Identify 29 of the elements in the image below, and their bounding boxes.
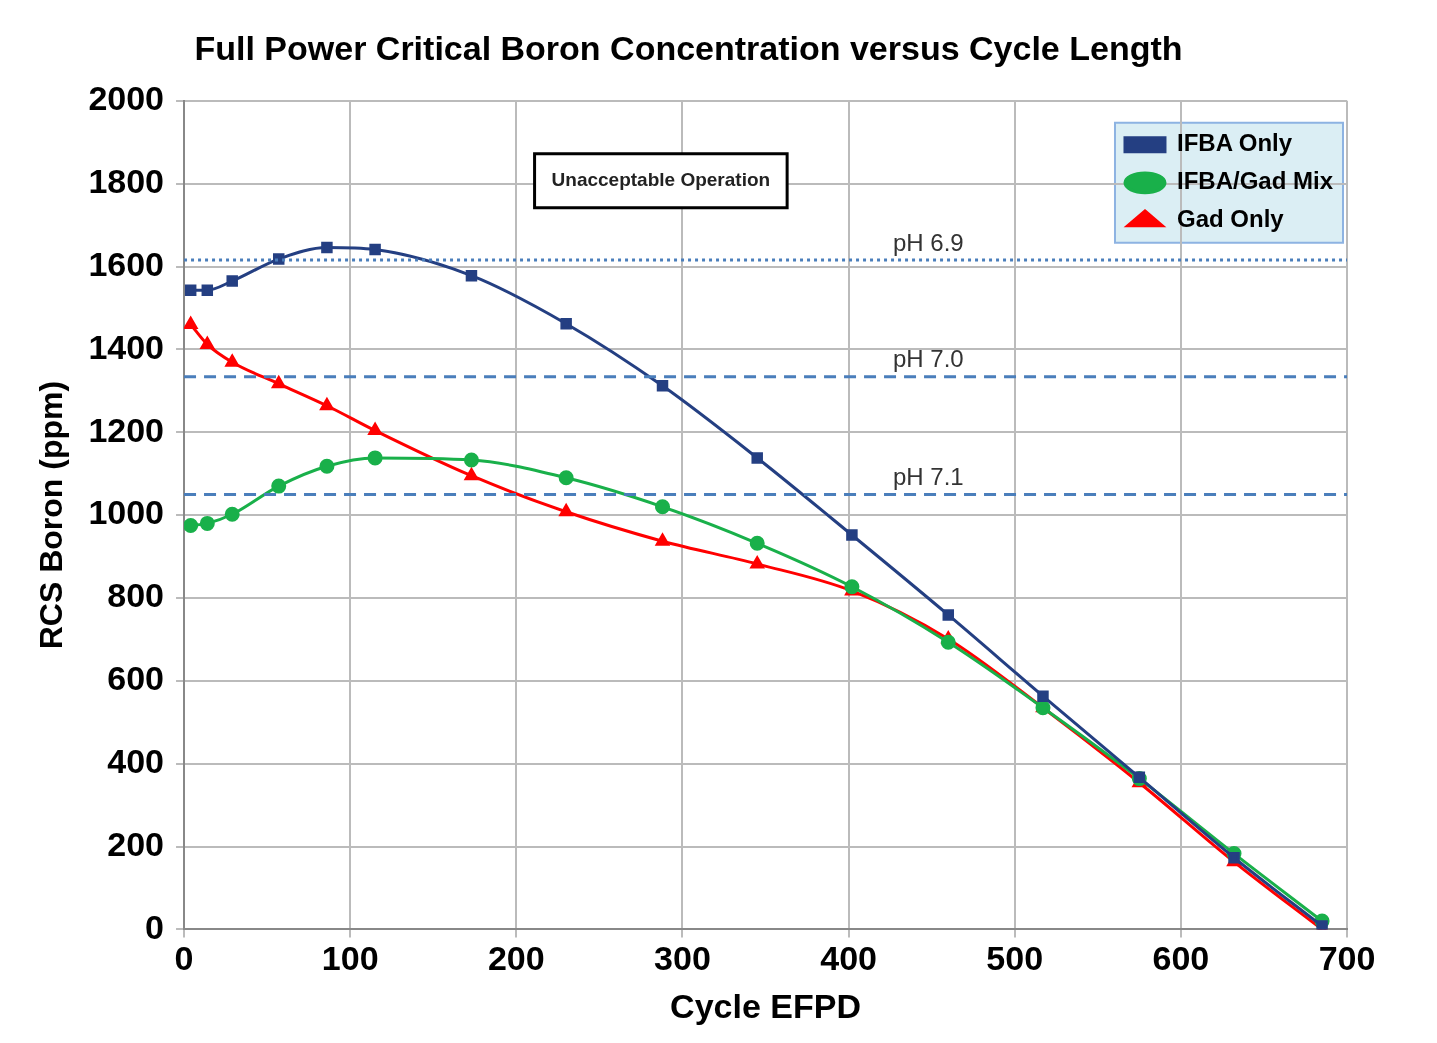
legend-label: IFBA/Gad Mix bbox=[1176, 167, 1334, 195]
y-tick-label: 200 bbox=[107, 824, 165, 863]
y-tick-label: 1800 bbox=[88, 162, 165, 201]
x-tick-label: 300 bbox=[654, 939, 711, 978]
ref-line-label: pH 7.0 bbox=[892, 345, 964, 373]
x-axis-title: Cycle EFPD bbox=[670, 986, 861, 1025]
y-tick-label: 0 bbox=[145, 907, 165, 946]
legend-label: Gad Only bbox=[1176, 205, 1285, 233]
y-tick-label: 1600 bbox=[88, 244, 165, 283]
legend-label: IFBA Only bbox=[1176, 129, 1293, 157]
x-tick-label: 400 bbox=[820, 939, 877, 978]
x-tick-label: 700 bbox=[1318, 939, 1376, 978]
y-tick-label: 600 bbox=[107, 659, 165, 698]
chart-title: Full Power Critical Boron Concentration versus Cycle Length bbox=[194, 28, 1183, 67]
x-tick-label: 200 bbox=[487, 939, 545, 978]
y-tick-label: 2000 bbox=[88, 79, 165, 118]
annotation: Unacceptable Operation bbox=[551, 169, 771, 191]
y-tick-label: 400 bbox=[107, 742, 165, 781]
y-axis-title: RCS Boron (ppm) bbox=[33, 380, 70, 650]
y-tick-label: 1200 bbox=[88, 410, 165, 449]
x-tick-label: 600 bbox=[1152, 939, 1210, 978]
y-tick-label: 1000 bbox=[88, 493, 165, 532]
x-tick-label: 100 bbox=[321, 939, 379, 978]
x-tick-label: 500 bbox=[986, 939, 1044, 978]
ref-line-label: pH 7.1 bbox=[892, 463, 964, 491]
ref-line-label: pH 6.9 bbox=[892, 228, 964, 256]
x-tick-label: 0 bbox=[174, 939, 194, 978]
y-tick-label: 1400 bbox=[88, 327, 165, 366]
y-tick-label: 800 bbox=[107, 576, 165, 615]
